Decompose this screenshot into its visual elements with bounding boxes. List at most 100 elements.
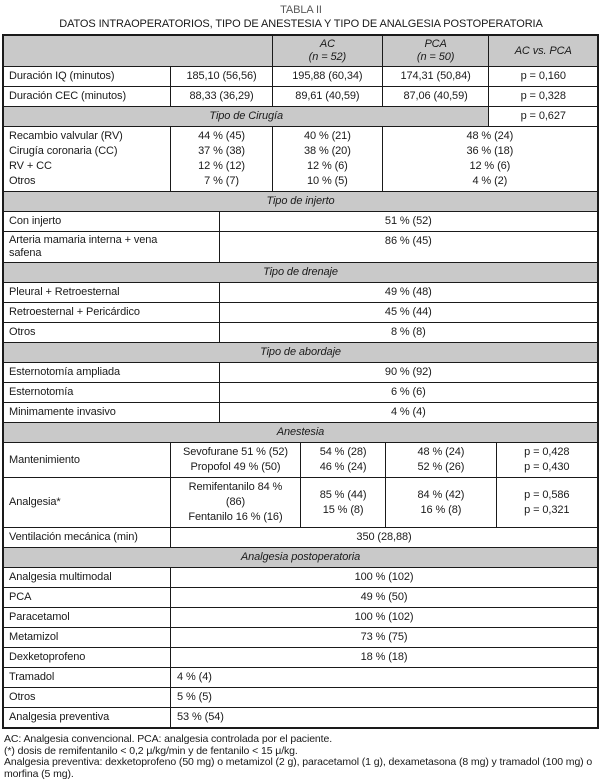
table-row: Duración CEC (minutos) 88,33 (36,29) 89,61… [4, 86, 597, 106]
cell-value: 89,61 (40,59) [272, 87, 382, 106]
table-number: TABLA II [280, 4, 322, 16]
section-header: Analgesia postoperatoria [4, 548, 597, 567]
table-row: Paracetamol 100 % (102) [4, 607, 597, 627]
cell-value: Sevofurane 51 % (52) Propofol 49 % (50) [170, 443, 300, 477]
section-row: Tipo de Cirugía p = 0,627 [4, 106, 597, 126]
cell-value: 85 % (44) 15 % (8) [299, 478, 385, 527]
section-row: Analgesia postoperatoria [4, 547, 597, 567]
table-row: Analgesia* Remifentanilo 84 % (86) Fentan… [4, 477, 597, 527]
data-table: AC (n = 52) PCA (n = 50) AC vs. PCA Duració… [2, 34, 599, 729]
row-label: Mantenimiento [9, 453, 80, 466]
section-header: Anestesia [4, 423, 597, 442]
section-row: Tipo de injerto [4, 191, 597, 211]
cell-pvalue: p = 0,428 p = 0,430 [495, 443, 597, 477]
cell-value: 86 % (45) [218, 232, 597, 262]
cell-value: 73 % (75) [170, 628, 597, 647]
row-label: Tramadol [9, 671, 55, 683]
section-row: Tipo de drenaje [4, 262, 597, 282]
cell-value: 8 % (8) [218, 323, 597, 342]
row-label: Metamizol [9, 631, 59, 643]
row-label: Paracetamol [9, 611, 70, 623]
table-caption: TABLA II DATOS INTRAOPERATORIOS, TIPO DE… [0, 0, 602, 31]
table-footnotes: AC: Analgesia convencional. PCA: analges… [4, 733, 599, 780]
cell-value: 49 % (48) [218, 283, 597, 302]
table-row: Con injerto 51 % (52) [4, 211, 597, 231]
cell-value: 88,33 (36,29) [170, 87, 272, 106]
cell-pvalue: p = 0,160 [488, 67, 597, 86]
footnote-doses: (*) dosis de remifentanilo < 0,2 μ/kg/mi… [4, 744, 298, 757]
row-label: Esternotomía [9, 386, 74, 398]
cell-value: Remifentanilo 84 % (86) Fentanilo 16 % (… [170, 478, 300, 527]
cell-value: 4 % (4) [218, 403, 597, 422]
cell-pvalue: p = 0,328 [488, 87, 597, 106]
table-row: Minimamente invasivo 4 % (4) [4, 402, 597, 422]
cell-value: 53 % (54) [170, 708, 597, 727]
row-label: Pleural + Retroesternal [9, 286, 120, 298]
section-row: Anestesia [4, 422, 597, 442]
cell-value: 185,10 (56,56) [170, 67, 272, 86]
column-header-pvalue: AC vs. PCA [488, 36, 597, 66]
cell-value: 49 % (50) [170, 588, 597, 607]
row-label: Analgesia* [9, 496, 61, 508]
table-row: Otros 5 % (5) [4, 687, 597, 707]
cell-value: 18 % (18) [170, 648, 597, 667]
cell-value: 48 % (24) 36 % (18) 12 % (6) 4 % (2) [381, 127, 597, 191]
cell-pvalue: p = 0,586 p = 0,321 [495, 478, 597, 527]
row-label: Retroesternal + Pericárdico [9, 306, 140, 318]
cell-value: 100 % (102) [170, 608, 597, 627]
table-row: Recambio valvular (RV) Cirugía coronaria… [4, 126, 597, 191]
table-row: PCA 49 % (50) [4, 587, 597, 607]
table-row: Ventilación mecánica (min) 350 (28,88) [4, 527, 597, 547]
row-label: Arteria mamaria interna + vena safena [9, 234, 158, 259]
table-row: Analgesia preventiva 53 % (54) [4, 707, 597, 727]
row-label: Esternotomía ampliada [9, 366, 121, 378]
cell-value: 6 % (6) [218, 383, 597, 402]
cell-value: 350 (28,88) [170, 528, 597, 547]
table-row: Metamizol 73 % (75) [4, 627, 597, 647]
header-row: AC (n = 52) PCA (n = 50) AC vs. PCA [4, 36, 597, 66]
cell-value: 4 % (4) [170, 668, 597, 687]
table-row: Dexketoprofeno 18 % (18) [4, 647, 597, 667]
table-row: Esternotomía 6 % (6) [4, 382, 597, 402]
cell-value: 54 % (28) 46 % (24) [299, 443, 385, 477]
section-header: Tipo de Cirugía [4, 107, 489, 126]
row-label: Duración IQ (minutos) [9, 70, 115, 82]
cell-value: 5 % (5) [170, 688, 597, 707]
cell-pvalue: p = 0,627 [488, 107, 597, 126]
cell-value: 90 % (92) [218, 363, 597, 382]
table-row: Esternotomía ampliada 90 % (92) [4, 362, 597, 382]
cell-value: 44 % (45) 37 % (38) 12 % (12) 7 % (7) [170, 127, 272, 191]
table-row: Arteria mamaria interna + vena safena 86 … [4, 231, 597, 262]
cell-value: 195,88 (60,34) [272, 67, 382, 86]
cell-value: 100 % (102) [170, 568, 597, 587]
table-row: Analgesia multimodal 100 % (102) [4, 567, 597, 587]
footnote-abbreviations: AC: Analgesia convencional. PCA: analges… [4, 733, 333, 745]
table-row: Pleural + Retroesternal 49 % (48) [4, 282, 597, 302]
cell-value: 84 % (42) 16 % (8) [385, 478, 495, 527]
table-row: Retroesternal + Pericárdico 45 % (44) [4, 302, 597, 322]
row-label: Otros [9, 326, 36, 338]
row-label: Con injerto [9, 215, 62, 227]
cell-value: 51 % (52) [218, 212, 597, 231]
row-label: Duración CEC (minutos) [9, 90, 127, 102]
table-row: Otros 8 % (8) [4, 322, 597, 342]
row-label: Ventilación mecánica (min) [9, 531, 138, 543]
row-label: Minimamente invasivo [9, 406, 116, 418]
column-header-ac: AC (n = 52) [272, 36, 382, 66]
cell-value: 40 % (21) 38 % (20) 12 % (6) 10 % (5) [272, 127, 382, 191]
column-header-blank [4, 36, 273, 66]
section-header: Tipo de drenaje [4, 263, 597, 282]
row-label: Analgesia preventiva [9, 711, 110, 723]
column-header-pca: PCA (n = 50) [381, 36, 489, 66]
cell-value: 48 % (24) 52 % (26) [385, 443, 495, 477]
table-row: Tramadol 4 % (4) [4, 667, 597, 687]
section-row: Tipo de abordaje [4, 342, 597, 362]
cell-value: 174,31 (50,84) [381, 67, 489, 86]
table-row: Mantenimiento Sevofurane 51 % (52) Propof… [4, 442, 597, 477]
cell-value: 87,06 (40,59) [381, 87, 489, 106]
table-row: Duración IQ (minutos) 185,10 (56,56) 195,8… [4, 66, 597, 86]
section-header: Tipo de abordaje [4, 343, 597, 362]
section-header: Tipo de injerto [4, 192, 597, 211]
footnote-preventive-analgesia: Analgesia preventiva: dexketoprofeno (50… [4, 756, 593, 780]
row-label: PCA [9, 591, 32, 603]
